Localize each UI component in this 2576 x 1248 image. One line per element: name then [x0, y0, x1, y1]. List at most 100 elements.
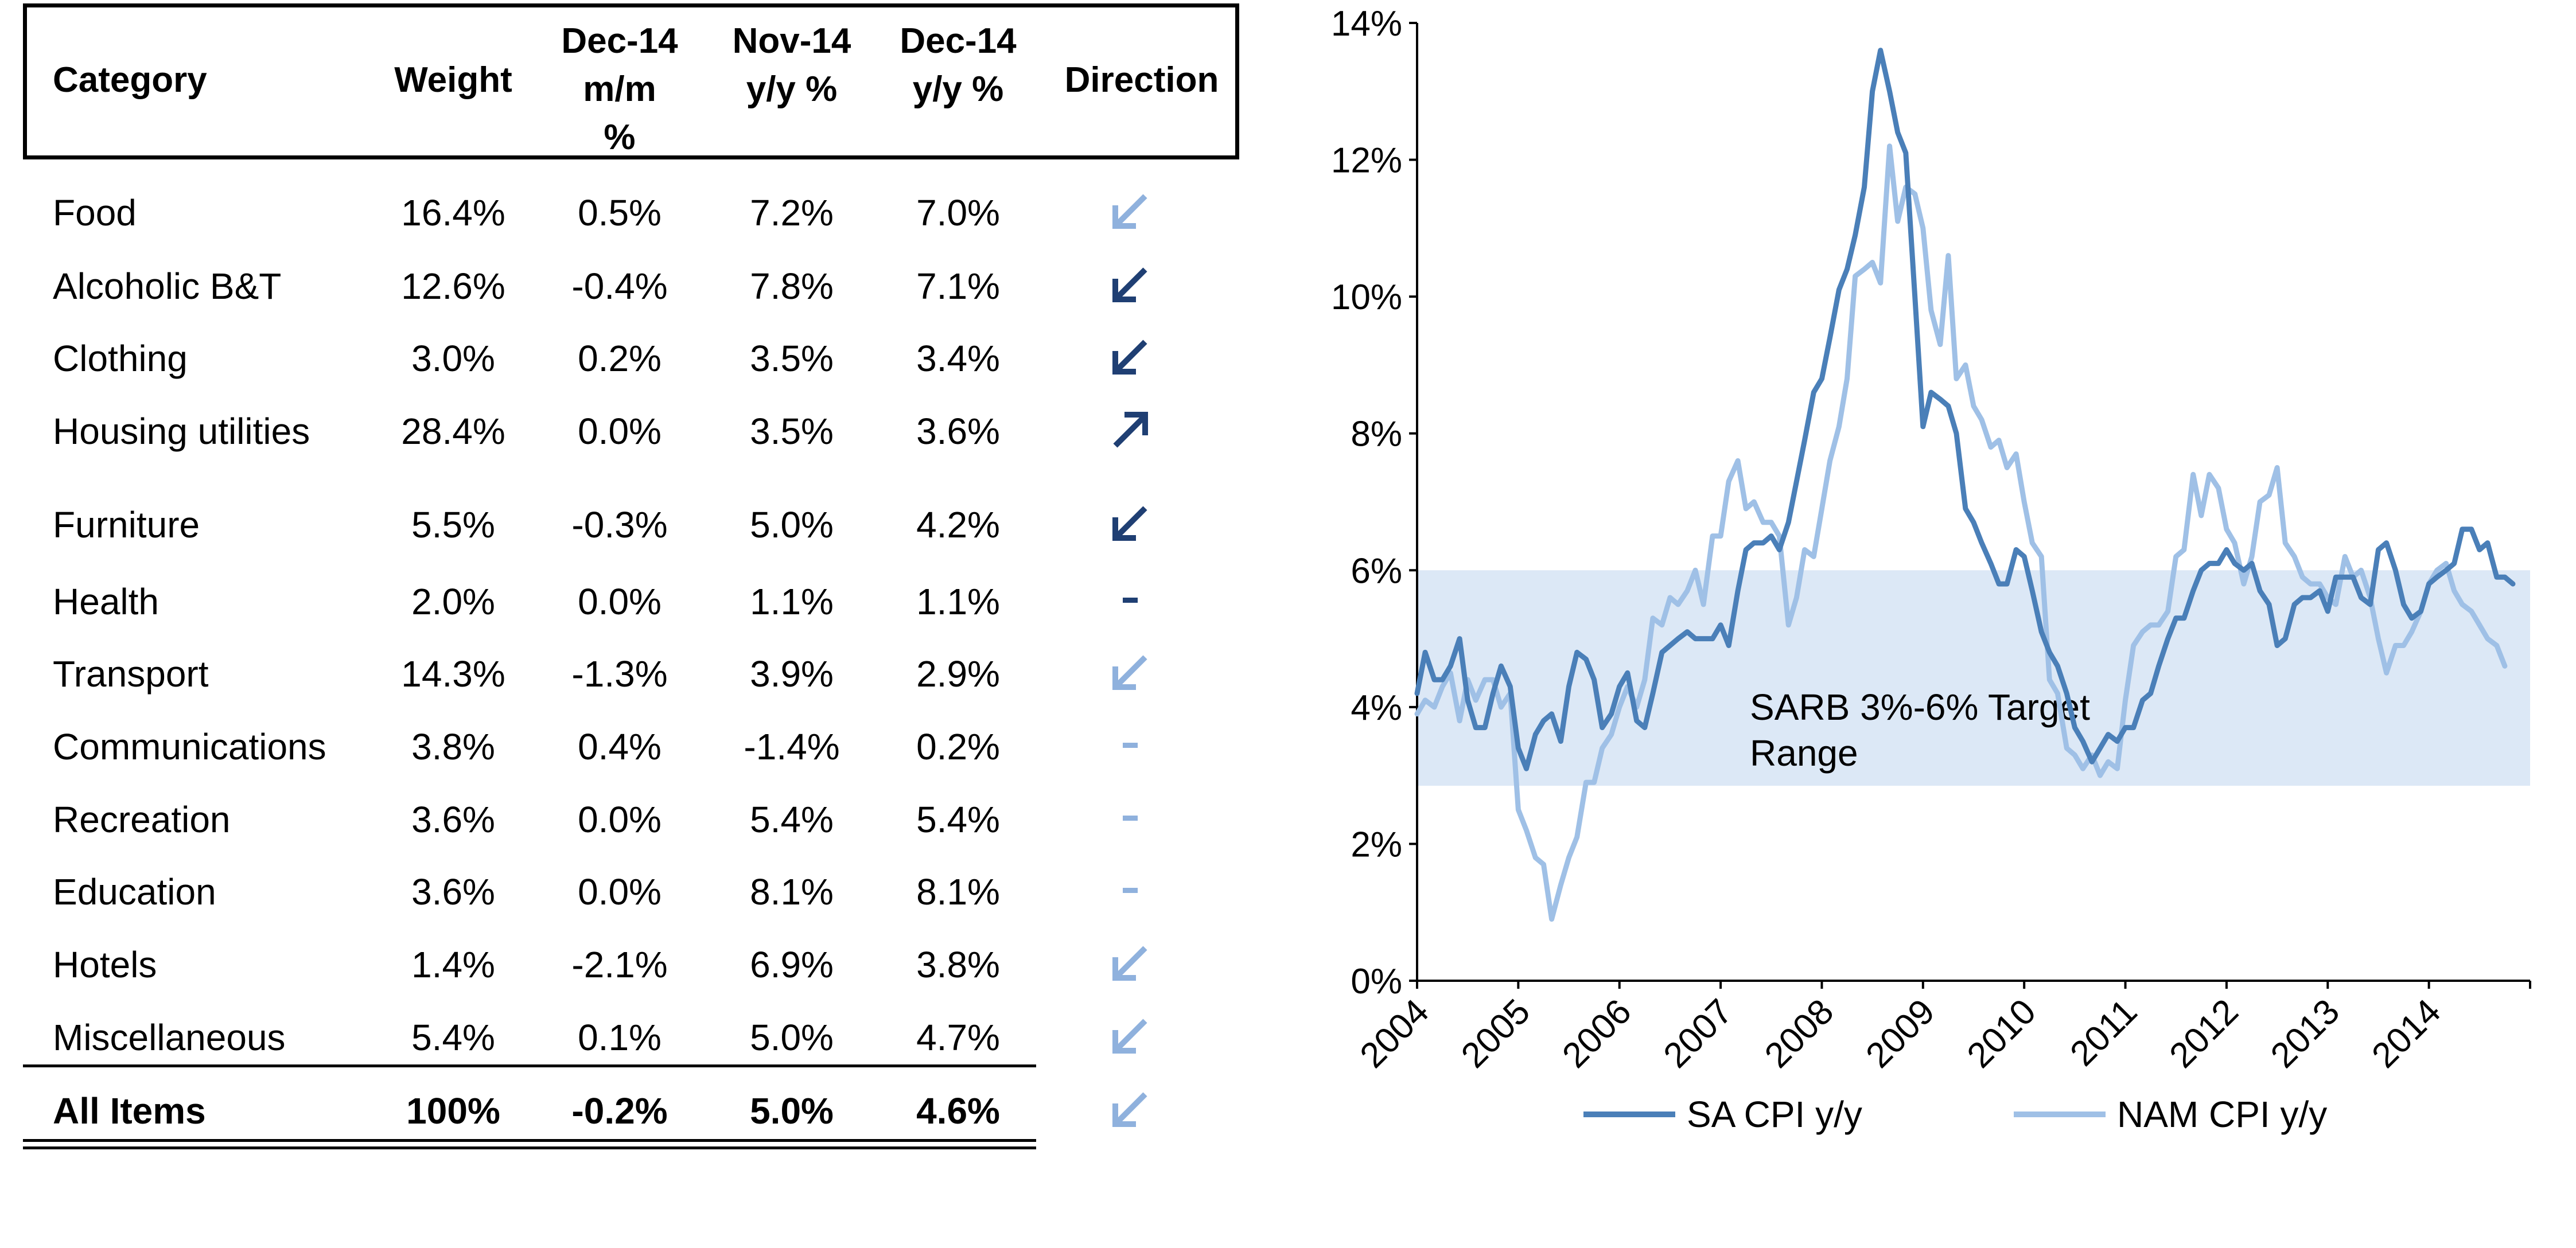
table-row: Recreation 3.6% 0.0% 5.4% 5.4% — [0, 788, 1262, 851]
cell-mm: 0.5% — [578, 192, 661, 233]
header-weight: Weight — [394, 60, 512, 100]
y-tick-label: 14% — [1331, 4, 1402, 44]
cell-mm: 0.0% — [578, 799, 661, 840]
arrow-down-left-icon — [1112, 946, 1147, 981]
x-tick-label: 2008 — [1757, 992, 1841, 1075]
arrow-down-left-icon — [1112, 1092, 1147, 1127]
cell-weight: 100% — [406, 1090, 500, 1132]
cell-dec-yy: 4.2% — [916, 504, 1000, 545]
cpi-line-chart: 0% 2% 4% 6% 8% 10% 12% 14% 2004 2005 2006 2007 2008 2… — [1262, 0, 2576, 1248]
y-tick-label: 10% — [1331, 278, 1402, 317]
series-line-nam — [1414, 143, 2508, 922]
table-row: Furniture 5.5% -0.3% 5.0% 4.2% — [0, 493, 1262, 556]
target-band — [1417, 570, 2530, 786]
cell-weight: 5.4% — [411, 1017, 495, 1058]
x-tick-label: 2007 — [1656, 992, 1740, 1075]
cell-weight: 12.6% — [401, 266, 505, 307]
cell-dec-yy: 3.8% — [916, 944, 1000, 985]
cell-weight: 16.4% — [401, 192, 505, 233]
arrow-down-left-icon — [1112, 506, 1147, 541]
y-tick-label: 8% — [1351, 415, 1402, 454]
table-row: Transport 14.3% -1.3% 3.9% 2.9% — [0, 642, 1262, 705]
table-header — [23, 3, 1239, 159]
cell-weight: 2.0% — [411, 581, 495, 622]
x-tick-label: 2011 — [2063, 992, 2145, 1074]
cell-mm: 0.2% — [578, 338, 661, 379]
x-tick-label: 2012 — [2162, 992, 2246, 1075]
cell-category: Communications — [53, 726, 326, 767]
category-table: Category Weight Dec-14 m/m % Nov-14 y/y … — [0, 0, 1262, 1248]
table-row: Miscellaneous 5.4% 0.1% 5.0% 4.7% — [0, 1006, 1262, 1069]
legend-label: SA CPI y/y — [1687, 1094, 1862, 1135]
table-row: Food 16.4% 0.5% 7.2% 7.0% — [0, 181, 1262, 244]
y-tick-label: 2% — [1351, 825, 1402, 864]
cell-category: Education — [53, 871, 216, 912]
cell-nov-yy: 7.2% — [750, 192, 834, 233]
cell-category: Clothing — [53, 338, 188, 379]
cell-dec-yy: 8.1% — [916, 871, 1000, 912]
table-row: Health 2.0% 0.0% 1.1% 1.1% — [0, 570, 1262, 633]
cell-nov-yy: 1.1% — [750, 581, 834, 622]
header-nov-yy: Nov-14 y/y % — [732, 21, 851, 109]
cell-weight: 3.6% — [411, 871, 495, 912]
y-tick-label: 6% — [1351, 551, 1402, 591]
total-double-underline — [23, 1146, 1036, 1149]
y-tick-label: 4% — [1351, 688, 1402, 728]
cell-dec-yy: 4.6% — [916, 1090, 1000, 1132]
cell-mm: 0.4% — [578, 726, 661, 767]
cell-dec-yy: 4.7% — [916, 1017, 1000, 1058]
table-row: Hotels 1.4% -2.1% 6.9% 3.8% — [0, 933, 1262, 996]
cell-category: Health — [53, 581, 159, 622]
cell-nov-yy: 5.0% — [750, 504, 834, 545]
cell-dec-yy: 5.4% — [916, 799, 1000, 840]
arrow-down-left-icon — [1112, 340, 1147, 375]
cell-nov-yy: -1.4% — [744, 726, 840, 767]
arrow-down-left-icon — [1112, 1019, 1147, 1054]
table-row: Alcoholic B&T 12.6% -0.4% 7.8% 7.1% — [0, 255, 1262, 318]
cell-nov-yy: 5.0% — [750, 1017, 834, 1058]
cell-dec-yy: 0.2% — [916, 726, 1000, 767]
cell-mm: -0.4% — [571, 266, 668, 307]
x-tick-label: 2014 — [2364, 992, 2448, 1075]
cell-mm: -0.3% — [571, 504, 668, 545]
cell-weight: 3.8% — [411, 726, 495, 767]
arrow-up-right-icon — [1113, 412, 1148, 448]
cell-mm: 0.1% — [578, 1017, 661, 1058]
total-double-underline — [23, 1139, 1036, 1142]
cell-nov-yy: 3.9% — [750, 653, 834, 695]
dash-icon — [1123, 743, 1138, 748]
cell-mm: 0.0% — [578, 871, 661, 912]
header-direction: Direction — [1064, 60, 1219, 100]
cell-weight: 28.4% — [401, 411, 505, 452]
dash-icon — [1123, 888, 1138, 893]
table-row: Housing utilities 28.4% 0.0% 3.5% 3.6% — [0, 400, 1262, 463]
table-row: Communications 3.8% 0.4% -1.4% 0.2% — [0, 715, 1262, 778]
y-tick-label: 0% — [1351, 962, 1402, 1001]
cell-category: Hotels — [53, 944, 157, 985]
cell-nov-yy: 7.8% — [750, 266, 834, 307]
cell-dec-yy: 7.1% — [916, 266, 1000, 307]
x-tick-label: 2010 — [1960, 992, 2044, 1075]
x-tick-label: 2006 — [1555, 992, 1639, 1075]
cell-weight: 5.5% — [411, 504, 495, 545]
cell-dec-yy: 7.0% — [916, 192, 1000, 233]
cell-dec-yy: 3.4% — [916, 338, 1000, 379]
header-category: Category — [53, 60, 207, 100]
total-separator — [23, 1064, 1036, 1067]
table-row: Education 3.6% 0.0% 8.1% 8.1% — [0, 860, 1262, 923]
cell-mm: -0.2% — [571, 1090, 668, 1132]
cell-mm: -2.1% — [571, 944, 668, 985]
cell-nov-yy: 5.0% — [750, 1090, 834, 1132]
x-tick-label: 2009 — [1858, 992, 1942, 1075]
legend-label: NAM CPI y/y — [2117, 1094, 2327, 1135]
chart-canvas: 0%2%4%6%8%10%12%14%2004 2005 2006 2007 2008 2… — [1331, 4, 2531, 1135]
dash-icon — [1123, 816, 1138, 821]
header-dec-yy: Dec-14 y/y % — [900, 21, 1017, 109]
cell-nov-yy: 6.9% — [750, 944, 834, 985]
table-total-row: All Items 100% -0.2% 5.0% 4.6% — [0, 1079, 1262, 1142]
cell-weight: 3.0% — [411, 338, 495, 379]
cell-category: Miscellaneous — [53, 1017, 286, 1058]
arrow-down-left-icon — [1112, 267, 1147, 302]
cell-dec-yy: 3.6% — [916, 411, 1000, 452]
cell-category: Alcoholic B&T — [53, 266, 282, 307]
